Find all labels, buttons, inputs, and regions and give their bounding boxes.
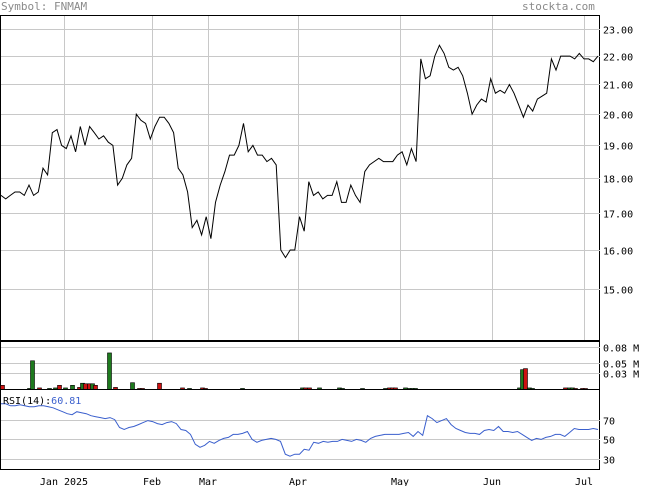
rsi-panel bbox=[0, 389, 600, 470]
rsi-line bbox=[1, 403, 599, 457]
volume-bar bbox=[83, 383, 88, 390]
price-tick-label: 21.00 bbox=[603, 81, 633, 92]
volume-bar bbox=[30, 360, 35, 390]
price-grid bbox=[1, 29, 600, 290]
rsi-title: RSI(14):60.81 bbox=[3, 396, 81, 407]
price-line bbox=[0, 44, 599, 259]
x-tick-label: May bbox=[391, 477, 409, 486]
volume-y-axis: 0.08 M 0.05 M0.03 M bbox=[603, 344, 639, 381]
x-tick-label: Mar bbox=[199, 477, 217, 486]
brand-label: stockta.com bbox=[522, 0, 595, 13]
price-tick-label: 18.00 bbox=[603, 175, 633, 186]
volume-bar bbox=[107, 352, 112, 390]
rsi-tick-label: 70 bbox=[603, 417, 615, 428]
rsi-value: 60.81 bbox=[51, 396, 82, 407]
x-tick-label: Apr bbox=[289, 477, 307, 486]
price-tick-label: 15.00 bbox=[603, 286, 633, 297]
volume-bar bbox=[57, 385, 62, 390]
x-axis-labels: Jan 2025 Feb Mar Apr May Jun Jul bbox=[40, 477, 593, 486]
price-tick-label: 17.00 bbox=[603, 210, 633, 221]
price-y-axis: 15.00 16.00 17.00 18.00 19.00 20.00 21.00 22.00… bbox=[603, 26, 633, 297]
rsi-tick-label: 50 bbox=[603, 436, 615, 447]
rsi-grid bbox=[1, 420, 600, 460]
rsi-tick-label: 30 bbox=[603, 456, 615, 467]
volume-tick-label: 0.08 M bbox=[603, 344, 639, 355]
volume-bar bbox=[93, 385, 98, 390]
volume-tick-label: 0.03 M bbox=[603, 370, 639, 381]
volume-bar bbox=[130, 382, 135, 390]
volume-bar bbox=[157, 382, 162, 390]
price-tick-label: 19.00 bbox=[603, 142, 633, 153]
x-tick-label: Jul bbox=[575, 477, 593, 486]
price-tick-label: 22.00 bbox=[603, 53, 633, 64]
volume-bar bbox=[523, 368, 528, 390]
volume-bar bbox=[70, 385, 75, 390]
volume-panel bbox=[0, 341, 600, 390]
volume-tick-label: 0.05 M bbox=[603, 360, 639, 371]
x-tick-label: Jun bbox=[483, 477, 501, 486]
volume-grid bbox=[1, 347, 600, 374]
x-tick-label: Feb bbox=[143, 477, 161, 486]
rsi-title-text: RSI(14): bbox=[3, 396, 52, 407]
x-tick-label: Jan 2025 bbox=[40, 477, 88, 486]
rsi-y-axis: 70 50 30 bbox=[603, 417, 615, 467]
price-tick-label: 23.00 bbox=[603, 26, 633, 37]
price-tick-label: 20.00 bbox=[603, 111, 633, 122]
price-tick-label: 16.00 bbox=[603, 247, 633, 258]
symbol-label: Symbol: FNMAM bbox=[1, 0, 88, 13]
volume-bar bbox=[0, 385, 5, 390]
